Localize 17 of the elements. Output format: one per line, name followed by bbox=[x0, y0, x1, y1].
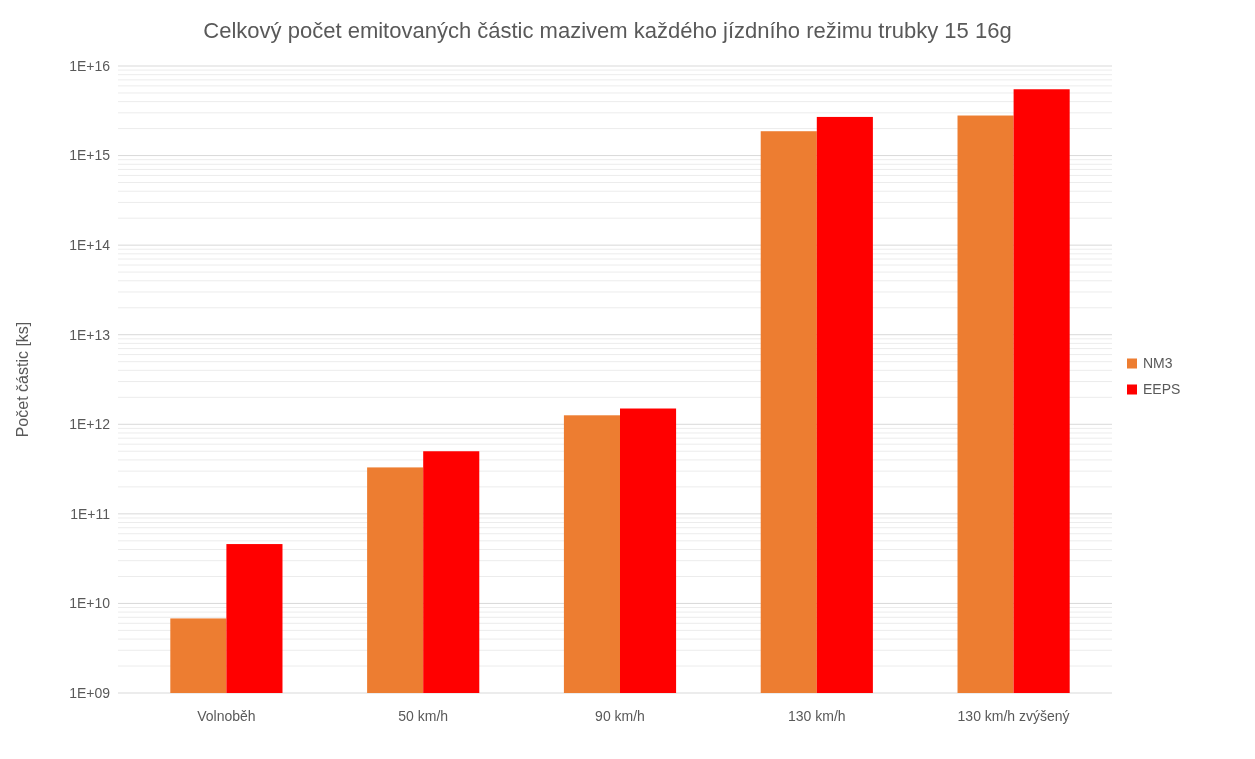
chart-title: Celkový počet emitovaných částic mazivem každého jízdního režimu trubky 15 16g bbox=[203, 18, 1012, 43]
x-tick-label: 130 km/h bbox=[788, 708, 846, 724]
y-tick-label: 1E+11 bbox=[70, 505, 111, 522]
legend-label: NM3 bbox=[1143, 355, 1173, 372]
legend-label: EEPS bbox=[1143, 381, 1181, 398]
x-tick-label: Volnoběh bbox=[197, 708, 256, 724]
x-tick-label: 130 km/h zvýšený bbox=[957, 708, 1070, 724]
y-tick-label: 1E+16 bbox=[69, 57, 111, 74]
x-tick-label: 50 km/h bbox=[398, 708, 449, 724]
y-tick-label: 1E+13 bbox=[69, 326, 111, 343]
y-tick-label: 1E+10 bbox=[69, 595, 111, 612]
y-tick-label: 1E+12 bbox=[69, 416, 111, 433]
y-axis-title: Počet částic [ks] bbox=[14, 321, 31, 438]
y-tick-label: 1E+14 bbox=[69, 237, 111, 254]
y-tick-label: 1E+09 bbox=[69, 684, 111, 701]
x-tick-label: 90 km/h bbox=[595, 708, 645, 724]
y-tick-label: 1E+15 bbox=[69, 147, 111, 164]
